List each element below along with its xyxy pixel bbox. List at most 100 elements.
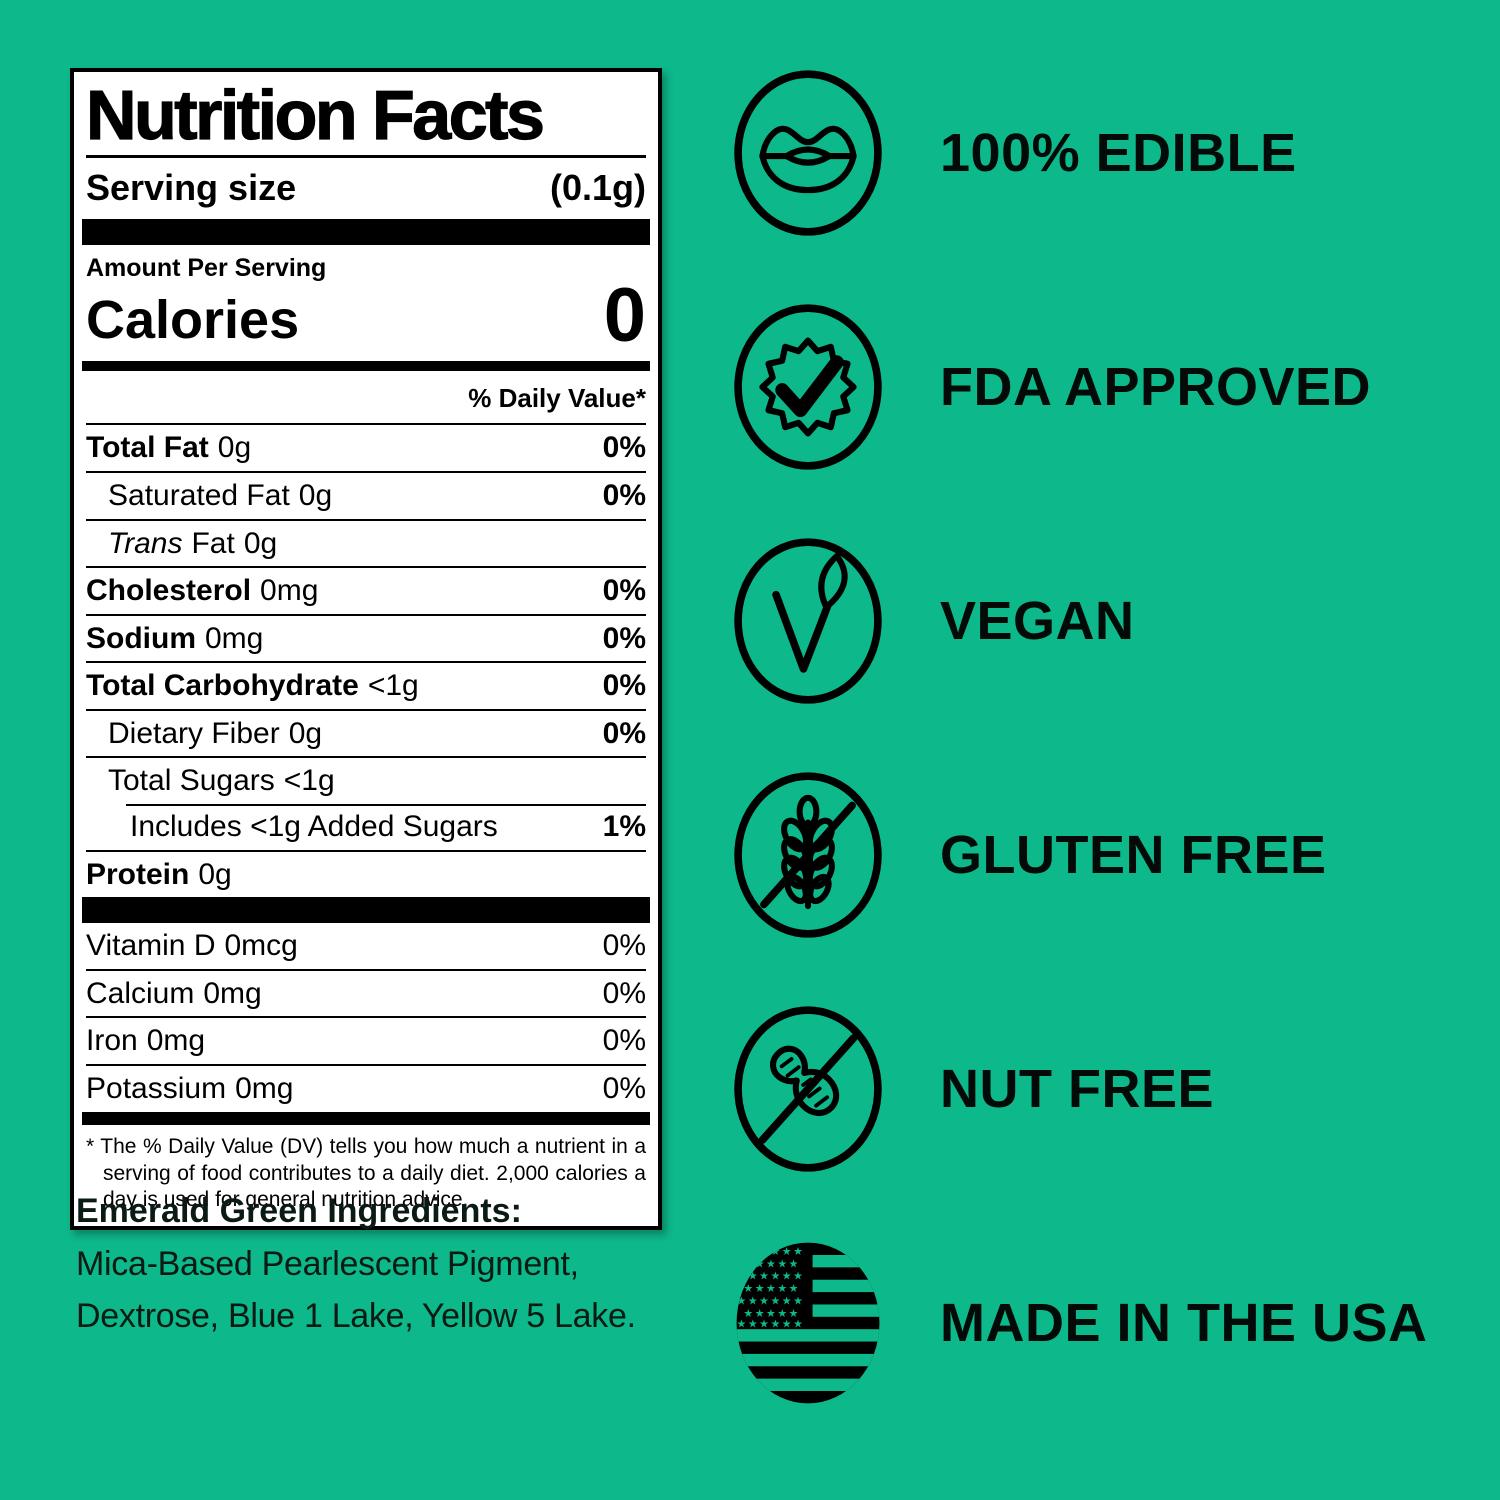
svg-text:★★★★★★: ★★★★★★ — [737, 1294, 805, 1307]
nutrient-name: Total Carbohydrate — [86, 669, 359, 703]
nutrient-dv: 0% — [602, 929, 646, 963]
calories-value: 0 — [603, 273, 646, 358]
nutrient-amount: 0mg — [203, 976, 262, 1010]
daily-value-footnote: * The % Daily Value (DV) tells you how m… — [86, 1134, 646, 1212]
gluten-free-icon — [732, 770, 884, 940]
nutrient-dv: 1% — [602, 810, 646, 844]
lips-icon — [732, 68, 884, 238]
nutrient-name: Includes <1g Added Sugars — [130, 810, 498, 844]
daily-value-header: % Daily Value* — [468, 383, 646, 414]
svg-text:★★★★★★: ★★★★★★ — [737, 1245, 805, 1258]
nutrient-row-total-carbohydrate: Total Carbohydrate <1g 0% — [86, 661, 646, 709]
vegan-leaf-icon — [732, 536, 884, 706]
nutrient-amount: 0mg — [205, 621, 264, 655]
nutrient-row-saturated-fat: Saturated Fat 0g 0% — [86, 470, 646, 519]
nutrient-amount: <1g — [367, 669, 419, 703]
nutrient-amount: 0g — [198, 857, 232, 891]
nutrient-dv: 0% — [602, 1024, 646, 1058]
nutrient-amount: 0g — [243, 526, 278, 560]
ingredients-line: Mica-Based Pearlescent Pigment, — [76, 1245, 579, 1283]
small-divider — [82, 1111, 650, 1125]
badge-made-in-usa: ★★★★★★ ★★★★★ ★★★★★★ ★★★★★ ★★★★★★ ★★★★★ ★… — [732, 1206, 1428, 1440]
nutrient-dv: 0% — [602, 716, 646, 750]
nutrient-dv: 0% — [602, 669, 646, 703]
micronutrient-row-iron: Iron 0mg 0% — [86, 1016, 646, 1064]
nutrition-facts-title: Nutrition Facts — [85, 76, 545, 154]
svg-text:★★★★★: ★★★★★ — [743, 1307, 800, 1320]
nutrient-name: Saturated Fat — [108, 478, 290, 512]
badge-gluten-free: GLUTEN FREE — [732, 738, 1428, 972]
svg-text:★★★★★: ★★★★★ — [743, 1282, 800, 1295]
nutrient-name: Total Fat — [86, 431, 209, 465]
micronutrient-row-vitamin-d: Vitamin D 0mcg 0% — [86, 923, 646, 969]
nutrient-name-italic: Trans — [108, 526, 183, 560]
nutrient-rows: Total Fat 0g 0% Saturated Fat 0g 0% Tran… — [86, 423, 646, 897]
serving-size-row: Serving size (0.1g) — [86, 158, 646, 219]
badge-vegan: VEGAN — [732, 504, 1428, 738]
micronutrient-rows: Vitamin D 0mcg 0% Calcium 0mg 0% Iron 0m… — [86, 923, 646, 1111]
ingredients-line: Dextrose, Blue 1 Lake, Yellow 5 Lake. — [76, 1297, 636, 1335]
nutrient-name: Vitamin D — [86, 929, 216, 963]
nutrient-name: Calcium — [86, 976, 195, 1010]
nutrient-name: Cholesterol — [86, 574, 252, 608]
nutrient-dv: 0% — [602, 478, 646, 512]
nutrient-dv: 0% — [602, 1072, 646, 1106]
badge-label: VEGAN — [940, 591, 1135, 651]
nutrient-name: Fat — [191, 526, 235, 560]
badge-label: MADE IN THE USA — [940, 1293, 1428, 1353]
nutrient-row-total-fat: Total Fat 0g 0% — [86, 423, 646, 471]
nut-free-icon — [732, 1004, 884, 1174]
nutrient-name: Sodium — [86, 621, 196, 655]
ingredients-section: Emerald Green Ingredients: Mica-Based Pe… — [76, 1192, 696, 1349]
svg-text:★★★★★★: ★★★★★★ — [737, 1270, 805, 1283]
serving-size-value: (0.1g) — [549, 167, 646, 208]
badge-fda-approved: FDA APPROVED — [732, 270, 1428, 504]
calories-label: Calories — [86, 290, 300, 351]
nutrient-name: Protein — [86, 857, 190, 891]
nutrient-amount: 0mg — [235, 1072, 294, 1106]
nutrient-row-dietary-fiber: Dietary Fiber 0g 0% — [86, 708, 646, 757]
nutrient-amount: <1g — [283, 764, 335, 798]
badge-label: GLUTEN FREE — [940, 825, 1327, 885]
medium-divider — [82, 361, 650, 372]
nutrient-row-trans-fat: Trans Fat 0g — [86, 518, 646, 567]
nutrition-facts-panel: Nutrition Facts Serving size (0.1g) Amou… — [70, 68, 662, 1231]
badge-label: FDA APPROVED — [940, 357, 1372, 417]
nutrient-name: Dietary Fiber — [108, 716, 280, 750]
nutrient-amount: 0mg — [260, 574, 319, 608]
svg-text:★★★★★: ★★★★★ — [743, 1257, 800, 1270]
usa-flag-icon: ★★★★★★ ★★★★★ ★★★★★★ ★★★★★ ★★★★★★ ★★★★★ ★… — [732, 1238, 884, 1408]
badge-100-edible: 100% EDIBLE — [732, 36, 1428, 270]
nutrient-row-added-sugars: Includes <1g Added Sugars 1% — [86, 804, 646, 850]
nutrient-amount: 0g — [288, 716, 323, 750]
serving-size-label: Serving size — [86, 167, 297, 208]
calories-row: Calories 0 — [86, 273, 646, 358]
nutrient-row-sodium: Sodium 0mg 0% — [86, 613, 646, 662]
divider — [86, 155, 646, 158]
ingredients-heading: Emerald Green Ingredients: — [76, 1192, 522, 1230]
svg-text:★★★★★★: ★★★★★★ — [737, 1318, 805, 1331]
nutrient-name: Potassium — [86, 1072, 227, 1106]
badge-label: NUT FREE — [940, 1059, 1214, 1119]
nutrient-amount: 0g — [217, 431, 252, 465]
nutrient-row-cholesterol: Cholesterol 0mg 0% — [86, 566, 646, 614]
thick-divider — [82, 219, 650, 245]
nutrient-dv: 0% — [602, 574, 646, 608]
micronutrient-row-potassium: Potassium 0mg 0% — [86, 1064, 646, 1112]
amount-per-serving-label: Amount Per Serving — [86, 254, 327, 282]
nutrient-dv: 0% — [602, 621, 646, 655]
badge-label: 100% EDIBLE — [940, 123, 1297, 183]
badge-nut-free: NUT FREE — [732, 972, 1428, 1206]
thick-divider — [82, 897, 650, 924]
fda-seal-check-icon — [732, 302, 884, 472]
nutrient-amount: 0g — [298, 478, 333, 512]
nutrient-row-total-sugars: Total Sugars <1g — [86, 756, 646, 804]
nutrient-name: Iron — [86, 1024, 138, 1058]
micronutrient-row-calcium: Calcium 0mg 0% — [86, 968, 646, 1017]
nutrient-name: Total Sugars — [108, 764, 275, 798]
nutrient-dv: 0% — [602, 976, 646, 1010]
nutrient-dv: 0% — [602, 431, 646, 465]
feature-badges: 100% EDIBLE FDA APPROVED VEGAN — [732, 36, 1428, 1440]
nutrient-amount: 0mcg — [224, 929, 298, 963]
nutrient-amount: 0mg — [146, 1024, 206, 1058]
